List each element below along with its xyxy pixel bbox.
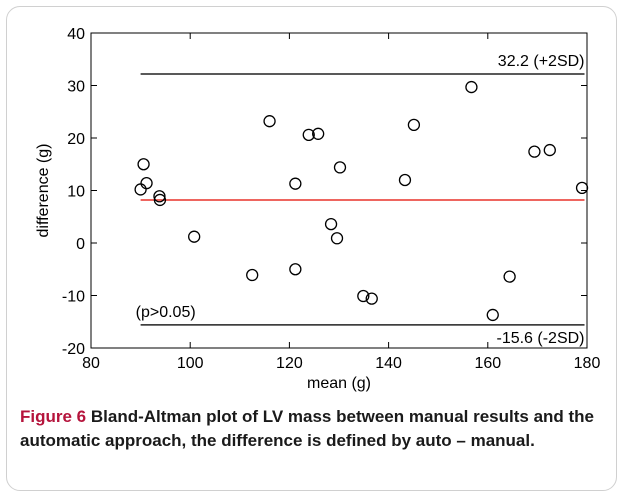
- caption-text: Bland-Altman plot of LV mass between man…: [20, 407, 595, 450]
- data-point: [289, 263, 302, 276]
- data-point: [289, 177, 302, 190]
- x-tick-label: 100: [177, 355, 204, 372]
- y-tick-label: -20: [62, 341, 85, 358]
- data-point: [312, 127, 325, 140]
- data-point: [324, 217, 338, 231]
- y-axis-label: difference (g): [35, 144, 52, 238]
- y-tick-label: 30: [67, 79, 85, 96]
- x-tick-label: 120: [276, 355, 303, 372]
- data-point: [465, 80, 478, 94]
- x-tick-label: 80: [82, 355, 100, 372]
- lower-limit-label: -15.6 (-2SD): [496, 330, 584, 347]
- data-point: [543, 143, 556, 157]
- y-tick-label: 10: [67, 184, 85, 201]
- data-point: [153, 190, 166, 203]
- y-tick-label: 20: [67, 131, 85, 148]
- data-point: [153, 193, 167, 207]
- data-point: [575, 181, 589, 195]
- y-tick-label: 40: [67, 26, 85, 43]
- data-point: [188, 230, 201, 243]
- data-point: [357, 289, 370, 303]
- bland-altman-chart: 80 100 120 140 160 180 -20 -10 0 10 20 30 40 32.2 (+2…: [35, 26, 601, 392]
- data-point: [263, 115, 276, 128]
- data-point: [503, 270, 516, 283]
- x-axis-label: mean (g): [307, 375, 371, 392]
- data-point: [398, 173, 412, 187]
- data-point: [140, 176, 153, 190]
- upper-limit-label: 32.2 (+2SD): [498, 53, 585, 70]
- data-point: [137, 158, 150, 171]
- figure-caption: Figure 6 Bland-Altman plot of LV mass be…: [20, 405, 610, 453]
- y-tick-label: 0: [76, 236, 85, 253]
- data-point: [333, 161, 347, 174]
- data-point: [246, 268, 259, 282]
- x-tick-label: 180: [574, 355, 601, 372]
- y-tick-label: -10: [62, 289, 85, 306]
- data-point: [330, 232, 344, 245]
- x-tick-label: 160: [474, 355, 501, 372]
- data-point: [528, 145, 541, 158]
- data-point: [302, 128, 315, 142]
- data-point: [365, 292, 378, 305]
- data-point: [407, 118, 421, 132]
- plot-area: [90, 32, 588, 349]
- data-point: [486, 308, 499, 322]
- x-tick-label: 140: [375, 355, 402, 372]
- caption-label: Figure 6: [20, 407, 87, 426]
- p-value-annotation: (p>0.05): [136, 304, 196, 321]
